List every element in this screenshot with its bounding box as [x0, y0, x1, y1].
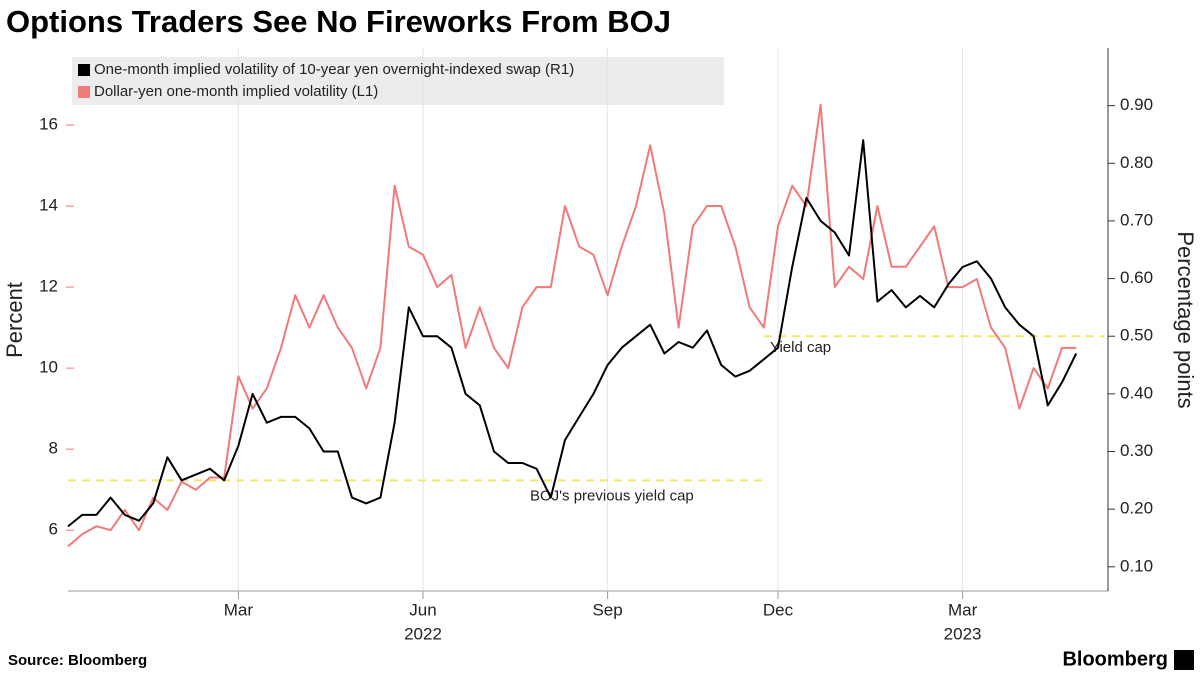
y2-tick-label: 0.90	[1120, 95, 1153, 114]
y2-tick-label: 0.60	[1120, 268, 1153, 287]
legend-box	[72, 57, 724, 105]
chart-title: Options Traders See No Fireworks From BO…	[6, 4, 671, 39]
annotation: BOJ's previous yield cap	[530, 487, 694, 504]
y2-tick-label: 0.30	[1120, 441, 1153, 460]
y2-tick-label: 0.70	[1120, 210, 1153, 229]
legend-swatch	[78, 64, 90, 76]
y2-tick-label: 0.80	[1120, 153, 1153, 172]
y2-tick-label: 0.40	[1120, 383, 1153, 402]
brand: Bloomberg	[1062, 648, 1168, 670]
y-tick-label: 10	[39, 358, 58, 377]
x-tick-label: Mar	[224, 600, 254, 619]
legend-label: One-month implied volatility of 10-year …	[94, 61, 574, 78]
y-tick-label: 16	[39, 114, 58, 133]
y2-tick-label: 0.50	[1120, 326, 1153, 345]
y-tick-label: 6	[49, 520, 58, 539]
series-line	[67, 103, 1077, 548]
legend-label: Dollar-yen one-month implied volatility …	[94, 83, 378, 100]
series-line	[67, 139, 1078, 528]
y-axis-label: Percent	[2, 282, 27, 358]
y2-tick-label: 0.10	[1120, 556, 1153, 575]
x-tick-label: Mar	[948, 600, 978, 619]
y2-tick-label: 0.20	[1120, 499, 1153, 518]
x-tick-label: Jun	[409, 600, 436, 619]
annotation: Yield cap	[770, 339, 831, 356]
source: Source: Bloomberg	[8, 652, 147, 669]
legend-swatch	[78, 86, 90, 98]
x-tick-label: Dec	[763, 600, 794, 619]
y-tick-label: 14	[39, 196, 58, 215]
brand-icon	[1174, 650, 1194, 670]
y2-axis-label: Percentage points	[1173, 231, 1198, 408]
year-label: 2022	[404, 624, 442, 643]
y-tick-label: 12	[39, 277, 58, 296]
x-tick-label: Sep	[592, 600, 622, 619]
year-label: 2023	[944, 624, 982, 643]
y-tick-label: 8	[49, 439, 58, 458]
